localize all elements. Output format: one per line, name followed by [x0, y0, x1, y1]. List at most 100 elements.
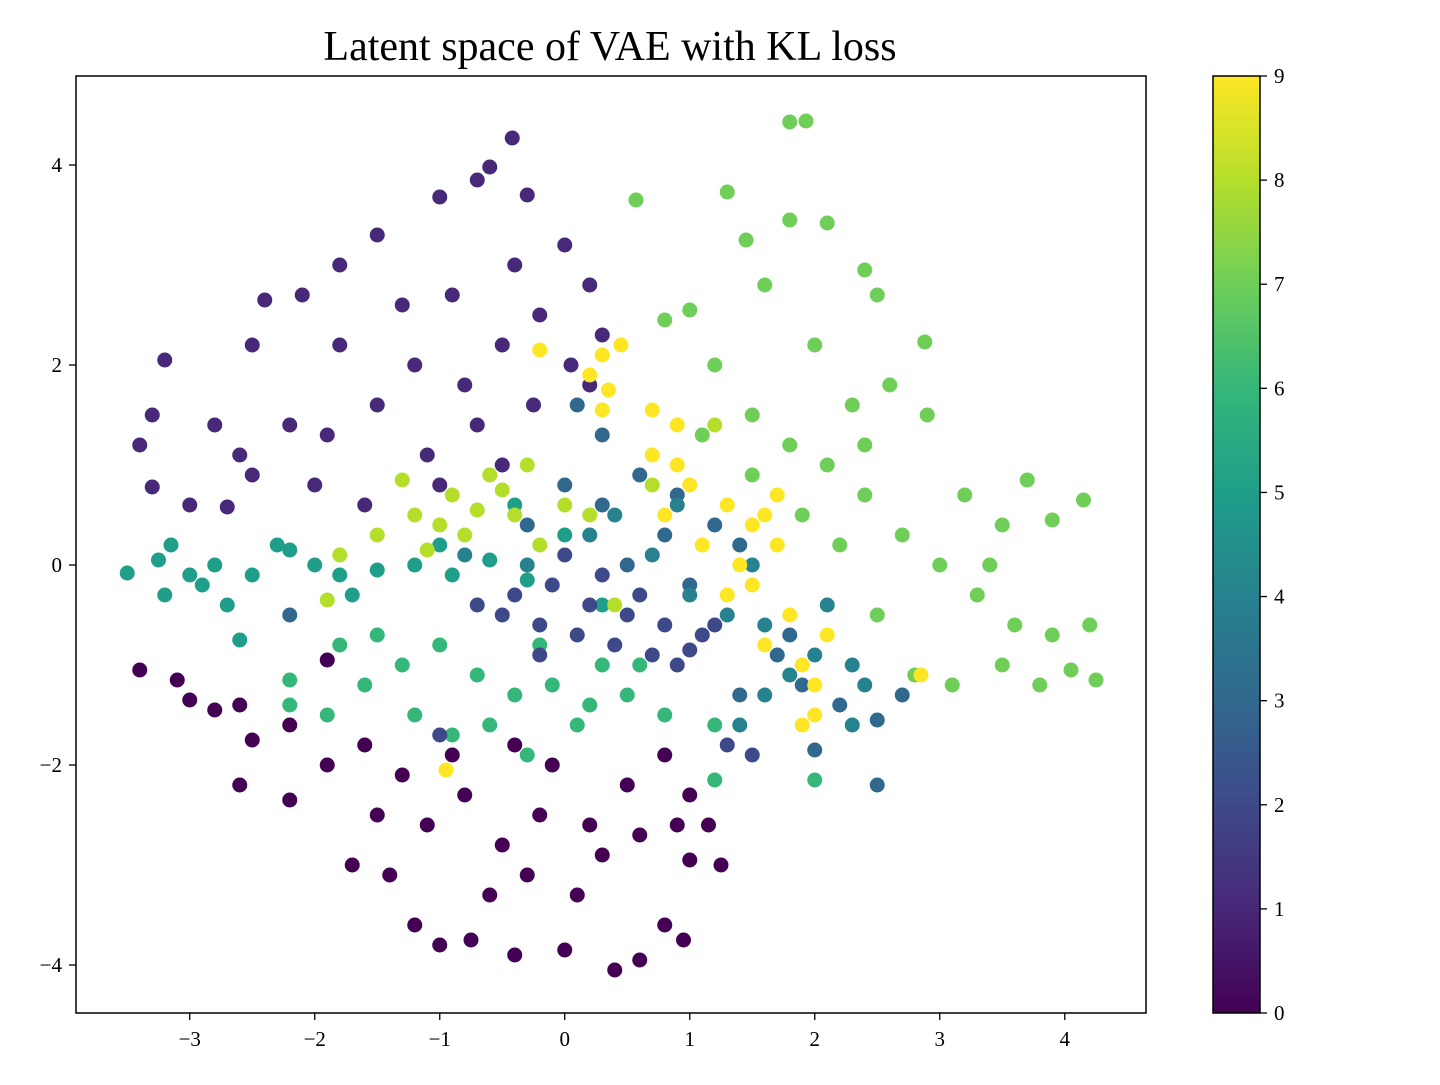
point-class-1 [444, 287, 460, 303]
point-class-9 [744, 517, 760, 533]
point-class-9 [669, 417, 685, 433]
x-tick-label: −3 [179, 1027, 201, 1051]
point-class-2 [694, 627, 710, 643]
point-class-5 [269, 537, 285, 553]
point-class-1 [469, 172, 485, 188]
colorbar-tick-label: 1 [1274, 897, 1285, 921]
point-class-6 [632, 657, 648, 673]
point-class-6 [369, 627, 385, 643]
point-class-9 [757, 637, 773, 653]
point-class-1 [257, 292, 273, 308]
point-class-6 [357, 677, 373, 693]
point-class-7 [994, 517, 1010, 533]
point-class-8 [494, 482, 510, 498]
point-class-6 [707, 717, 723, 733]
point-class-1 [532, 307, 548, 323]
point-class-2 [532, 647, 548, 663]
point-class-7 [782, 212, 798, 228]
point-class-1 [144, 407, 160, 423]
point-class-9 [807, 677, 823, 693]
point-class-5 [232, 632, 248, 648]
point-class-9 [532, 342, 548, 358]
point-class-0 [419, 817, 435, 833]
point-class-6 [582, 697, 598, 713]
point-class-9 [694, 537, 710, 553]
point-class-9 [769, 537, 785, 553]
point-class-7 [869, 607, 885, 623]
x-tick-label: 1 [685, 1027, 696, 1051]
x-tick-label: 3 [935, 1027, 946, 1051]
point-class-1 [526, 397, 541, 413]
point-class-5 [519, 572, 535, 588]
point-class-0 [232, 697, 248, 713]
point-class-6 [657, 707, 673, 723]
point-class-7 [869, 287, 885, 303]
point-class-4 [757, 617, 773, 633]
x-tick-label: −2 [304, 1027, 326, 1051]
point-class-1 [594, 327, 610, 343]
point-class-4 [607, 507, 623, 523]
point-class-0 [232, 777, 248, 793]
point-class-4 [744, 557, 760, 573]
point-class-1 [157, 352, 173, 368]
point-class-9 [794, 657, 810, 673]
point-class-8 [482, 467, 498, 483]
point-class-1 [357, 497, 373, 513]
point-class-4 [757, 687, 773, 703]
point-class-8 [369, 527, 385, 543]
point-class-9 [613, 337, 629, 353]
point-class-0 [519, 867, 535, 883]
point-class-9 [794, 717, 810, 733]
point-class-8 [332, 547, 348, 563]
point-class-6 [807, 772, 823, 788]
point-class-6 [394, 657, 410, 673]
point-class-9 [719, 497, 735, 513]
point-class-7 [757, 277, 773, 293]
point-class-1 [504, 130, 520, 146]
colorbar-tick-label: 6 [1274, 376, 1285, 400]
point-class-3 [657, 527, 673, 543]
point-class-7 [844, 397, 860, 413]
point-class-0 [244, 732, 260, 748]
point-class-4 [857, 677, 873, 693]
point-class-8 [582, 507, 598, 523]
point-class-7 [744, 407, 760, 423]
point-class-9 [719, 587, 735, 603]
point-class-0 [582, 817, 598, 833]
point-class-6 [519, 747, 535, 763]
point-class-5 [482, 552, 498, 568]
point-class-5 [244, 567, 260, 583]
point-class-8 [469, 502, 485, 518]
colorbar-tick-label: 8 [1274, 168, 1285, 192]
point-class-0 [382, 867, 398, 883]
point-class-8 [419, 542, 435, 558]
point-class-9 [769, 487, 785, 503]
point-class-9 [644, 447, 660, 463]
point-class-0 [207, 702, 223, 718]
point-class-9 [594, 347, 610, 363]
point-class-6 [407, 707, 423, 723]
point-class-2 [532, 617, 548, 633]
point-class-5 [332, 567, 348, 583]
point-class-2 [669, 657, 685, 673]
point-class-8 [394, 472, 410, 488]
point-class-0 [557, 942, 573, 958]
point-class-8 [407, 507, 423, 523]
point-class-3 [594, 427, 610, 443]
point-class-1 [307, 477, 323, 493]
point-class-7 [707, 357, 723, 373]
point-class-1 [494, 457, 510, 473]
point-class-2 [619, 607, 635, 623]
point-class-0 [394, 767, 410, 783]
point-class-9 [744, 577, 760, 593]
point-class-0 [319, 652, 335, 668]
point-class-0 [569, 887, 585, 903]
point-class-1 [207, 417, 223, 433]
point-class-9 [682, 477, 698, 493]
point-class-9 [669, 457, 685, 473]
point-class-3 [619, 557, 635, 573]
point-class-7 [944, 677, 960, 693]
point-class-1 [294, 287, 310, 303]
point-class-4 [519, 557, 535, 573]
x-tick-label: 4 [1060, 1027, 1071, 1051]
